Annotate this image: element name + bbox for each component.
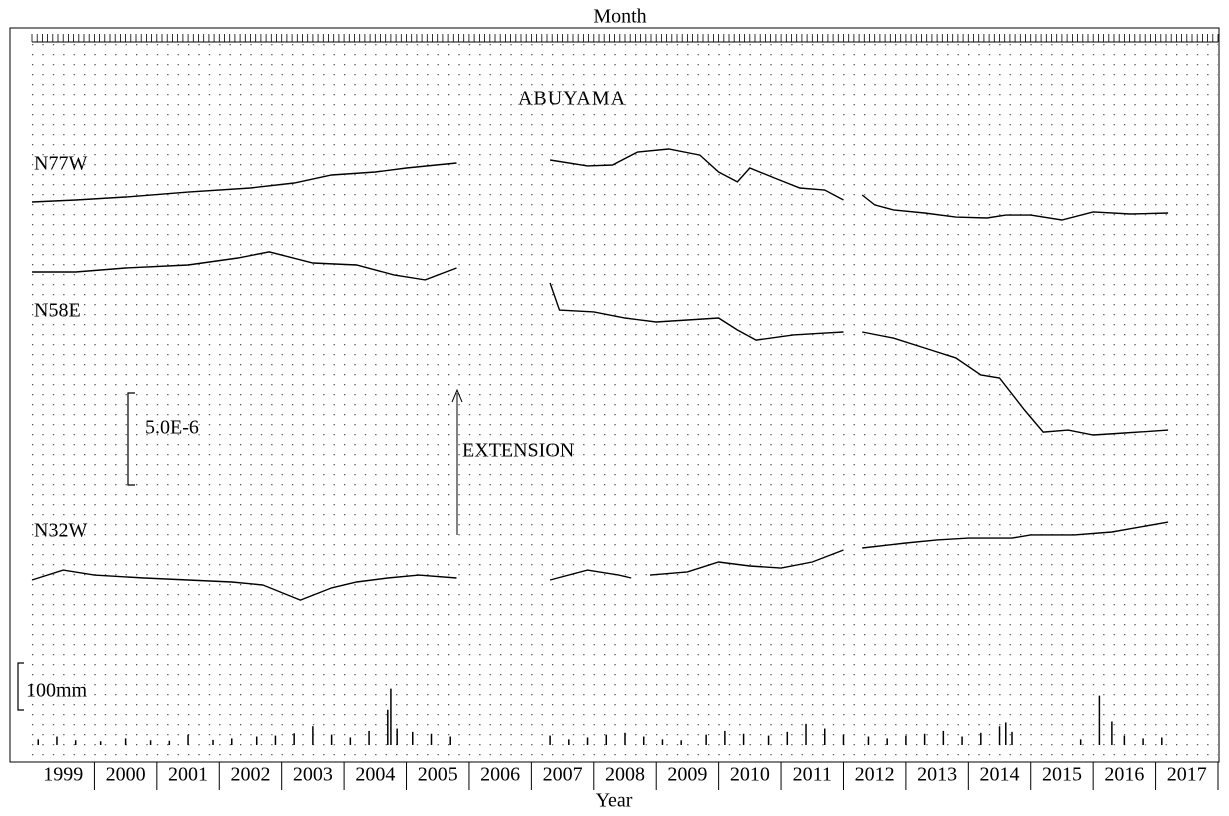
x-tick-label: 2008 — [605, 764, 645, 786]
month-ticks — [31, 34, 1219, 42]
x-axis-label: Year — [596, 790, 633, 811]
x-tick-label: 2007 — [543, 764, 583, 786]
chart-title: ABUYAMA — [518, 88, 626, 110]
arrow-head — [451, 388, 463, 403]
series-line — [31, 521, 1169, 601]
dot-grid — [32, 44, 1218, 760]
x-tick-label: 2011 — [793, 764, 832, 786]
x-tick-label: 2015 — [1042, 764, 1082, 786]
x-tick-label: 1999 — [43, 764, 83, 786]
x-tick-label: 2005 — [418, 764, 458, 786]
top-label: Month — [593, 6, 646, 28]
annotation: EXTENSION — [462, 440, 574, 462]
x-tick-label: 2004 — [355, 764, 395, 786]
series-label: N58E — [34, 300, 81, 322]
scale-bar — [127, 392, 135, 486]
series-line — [32, 251, 1169, 436]
x-tick-label: 2010 — [730, 764, 770, 786]
x-tick-label: 2002 — [230, 764, 270, 786]
x-tick-label: 2001 — [168, 764, 208, 786]
scale-bar-label: 5.0E-6 — [145, 417, 199, 439]
x-tick-label: 2016 — [1104, 764, 1144, 786]
rain-scale-bar — [17, 662, 24, 711]
rain-scale-label: 100mm — [26, 680, 88, 702]
x-tick-label: 2006 — [480, 764, 520, 786]
x-tick-label: 2017 — [1167, 764, 1207, 786]
series-line — [31, 148, 1169, 221]
x-tick-label: 2003 — [293, 764, 333, 786]
x-tick-label: 2014 — [980, 764, 1020, 786]
series-label: N77W — [34, 153, 87, 175]
x-tick-label: 2000 — [106, 764, 146, 786]
x-tick-label: 2009 — [667, 764, 707, 786]
series-label: N32W — [34, 520, 87, 542]
x-tick-label: 2012 — [855, 764, 895, 786]
x-tick-label: 2013 — [917, 764, 957, 786]
